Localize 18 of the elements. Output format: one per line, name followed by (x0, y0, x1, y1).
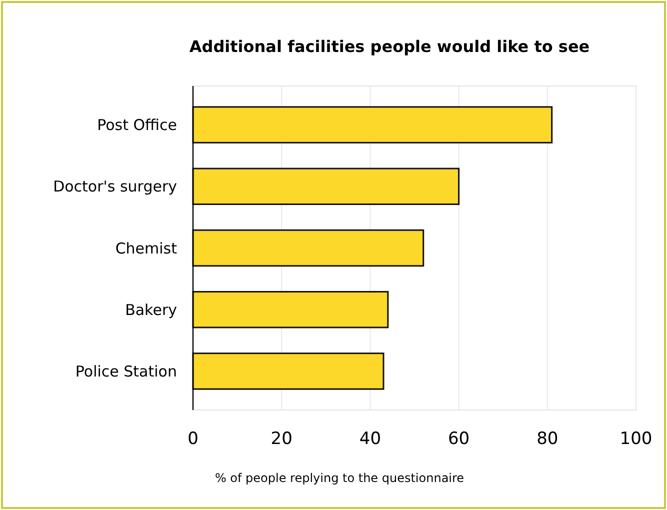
x-tick-label: 100 (620, 429, 652, 449)
y-tick-label: Post Office (97, 116, 177, 134)
x-tick-label: 20 (270, 429, 292, 449)
bar (192, 106, 553, 144)
x-tick-label: 60 (448, 429, 470, 449)
y-tick-label: Bakery (125, 300, 178, 319)
bar (192, 352, 384, 390)
y-tick-label: Police Station (75, 362, 177, 380)
bar (192, 290, 389, 328)
x-axis-title: % of people replying to the questionnaire (214, 471, 464, 485)
x-tick-label: 80 (536, 429, 558, 449)
bar (192, 168, 460, 206)
x-tick-label: 40 (359, 429, 382, 449)
chart-title: Additional facilities people would like to see (189, 37, 590, 56)
x-tick-label: 0 (188, 429, 198, 449)
y-tick-label: Chemist (115, 239, 178, 258)
y-tick-label: Doctor's surgery (53, 178, 178, 196)
bar (192, 229, 424, 267)
